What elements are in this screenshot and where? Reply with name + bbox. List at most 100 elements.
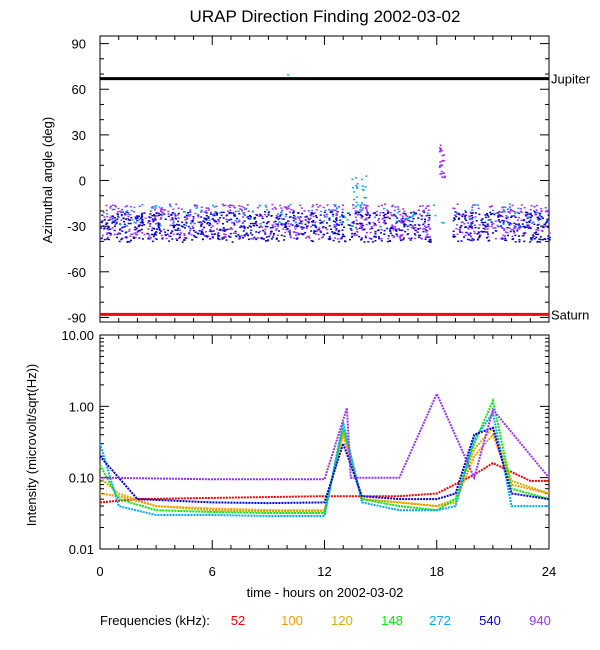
azimuth-point-272 <box>433 204 436 207</box>
azimuth-point-540 <box>526 211 529 214</box>
azimuth-point-940 <box>540 210 543 213</box>
azimuth-point-272 <box>127 213 130 216</box>
azimuth-point-940 <box>242 212 245 214</box>
azimuth-point-940 <box>473 224 476 227</box>
azimuth-point-940 <box>375 210 378 213</box>
azimuth-point-940 <box>518 216 521 219</box>
azimuth-point-940 <box>105 233 108 236</box>
azimuth-point-540 <box>468 239 471 241</box>
azimuth-point-940 <box>334 209 337 212</box>
azimuth-point-540 <box>100 227 103 229</box>
azimuth-point-540 <box>342 216 345 218</box>
azimuth-point-540 <box>100 221 103 223</box>
azimuth-excursion-point-272 <box>352 204 355 207</box>
azimuth-point-940 <box>274 229 277 231</box>
azimuth-excursion-point-272 <box>355 177 358 179</box>
azimuth-point-940 <box>285 228 288 231</box>
azimuth-point-540 <box>459 231 462 233</box>
time-x-axis-label: time - hours on 2002-03-02 <box>247 585 404 600</box>
azimuth-point-940 <box>246 204 249 206</box>
azimuth-point-272 <box>334 204 337 206</box>
azimuth-point-940 <box>510 223 513 225</box>
azimuth-point-540 <box>387 211 390 213</box>
azimuth-point-540 <box>203 221 206 223</box>
azimuth-point-940 <box>192 217 195 220</box>
azimuth-point-940 <box>423 228 426 230</box>
azimuth-point-540 <box>462 213 465 216</box>
azimuth-point-940 <box>254 213 257 216</box>
azimuth-point-940 <box>155 215 158 217</box>
azimuth-point-540 <box>332 220 335 222</box>
azimuth-point-540 <box>200 230 203 233</box>
azimuth-point-540 <box>275 237 278 239</box>
azimuth-excursion-point-272 <box>354 205 357 208</box>
azimuth-point-940 <box>289 236 292 239</box>
azimuth-ytick-label: 0 <box>79 174 86 189</box>
azimuth-point-540 <box>129 219 132 221</box>
azimuth-point-540 <box>121 230 124 232</box>
azimuth-point-540 <box>274 220 277 223</box>
azimuth-point-940 <box>500 227 503 229</box>
frequency-legend: Frequencies (kHz): 52 100 120 148 272 540 940 <box>100 613 551 628</box>
azimuth-point-940 <box>154 237 157 240</box>
azimuth-point-540 <box>546 218 549 221</box>
azimuth-excursion-point-940 <box>438 147 441 149</box>
azimuth-point-540 <box>292 219 295 222</box>
azimuth-point-272 <box>406 217 409 220</box>
azimuth-point-540 <box>362 228 365 231</box>
azimuth-point-540 <box>206 222 209 225</box>
azimuth-point-540 <box>390 227 393 230</box>
azimuth-excursion-point-272 <box>355 196 358 198</box>
azimuth-point-272 <box>138 218 141 221</box>
azimuth-point-940 <box>490 223 493 226</box>
azimuth-point-940 <box>354 216 357 219</box>
azimuth-point-540 <box>158 232 161 234</box>
azimuth-point-540 <box>530 239 533 241</box>
azimuth-point-940 <box>312 215 315 218</box>
azimuth-point-940 <box>246 216 249 218</box>
azimuth-point-940 <box>469 218 472 221</box>
azimuth-point-940 <box>540 207 543 210</box>
azimuth-point-940 <box>461 231 464 234</box>
azimuth-point-540 <box>529 227 532 230</box>
azimuth-point-540 <box>267 214 270 216</box>
azimuth-point-940 <box>296 232 299 234</box>
azimuth-point-940 <box>307 221 310 223</box>
azimuth-point-540 <box>116 233 119 236</box>
azimuth-point-940 <box>133 221 136 224</box>
azimuth-point-540 <box>535 236 538 239</box>
intensity-line-540 <box>99 426 550 505</box>
azimuth-point-940 <box>335 214 338 217</box>
azimuth-point-540 <box>396 217 399 219</box>
azimuth-excursion-point-940 <box>444 175 447 178</box>
azimuth-point-940 <box>154 223 157 225</box>
azimuth-point-940 <box>138 205 141 208</box>
azimuth-point-272 <box>249 217 252 220</box>
azimuth-point-540 <box>283 226 286 228</box>
azimuth-point-540 <box>151 214 154 217</box>
azimuth-point-940 <box>400 219 403 222</box>
azimuth-point-540 <box>181 225 184 228</box>
azimuth-point-540 <box>132 236 135 239</box>
azimuth-point-540 <box>486 214 489 217</box>
azimuth-point-540 <box>310 239 313 242</box>
azimuth-point-272 <box>413 213 416 216</box>
azimuth-point-940 <box>414 237 417 240</box>
azimuth-point-940 <box>326 228 329 231</box>
azimuth-point-940 <box>424 207 427 209</box>
azimuth-point-540 <box>466 238 469 241</box>
azimuth-point-540 <box>499 215 502 217</box>
azimuth-point-940 <box>269 232 272 234</box>
azimuth-point-540 <box>246 227 249 229</box>
azimuth-point-540 <box>389 230 392 232</box>
azimuth-point-540 <box>312 221 315 223</box>
azimuth-point-540 <box>531 237 534 239</box>
azimuth-point-940 <box>276 213 279 215</box>
azimuth-point-540 <box>289 233 292 235</box>
azimuth-point-940 <box>276 215 279 218</box>
azimuth-point-940 <box>308 235 311 238</box>
azimuth-point-940 <box>222 204 225 207</box>
azimuth-point-940 <box>176 214 179 216</box>
azimuth-point-940 <box>281 209 284 212</box>
